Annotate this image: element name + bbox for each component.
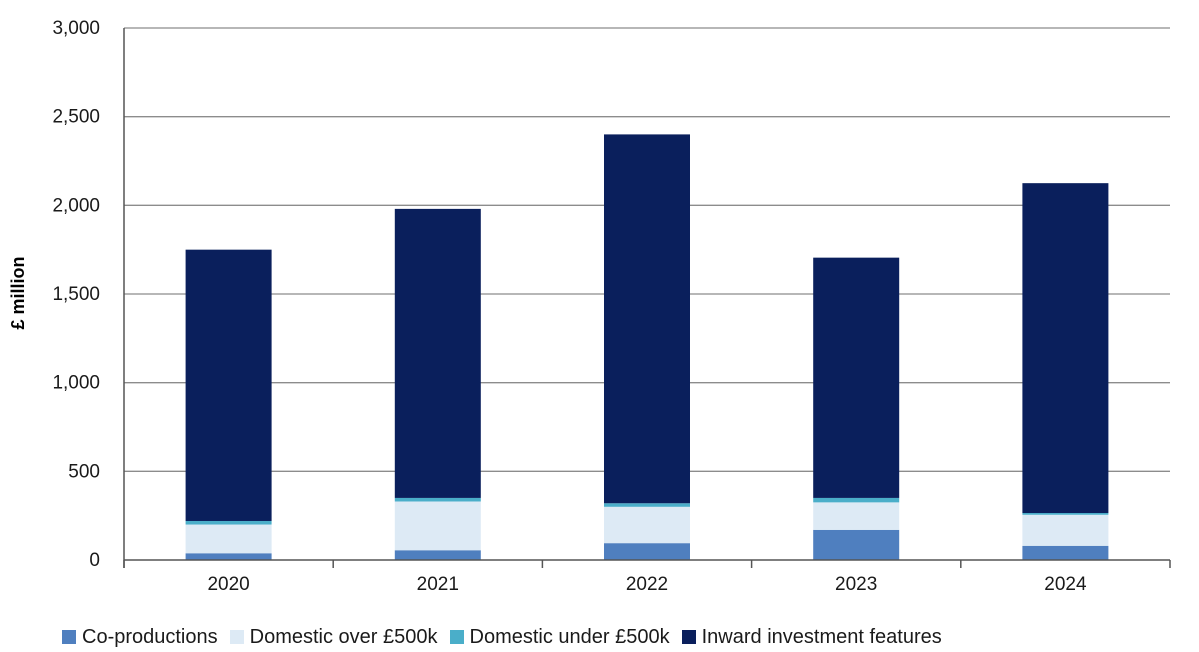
stacked-bar-chart: 0 500 1,000 1,500 2,000 2,500 3,000 2020 2021 20…	[0, 0, 1199, 620]
y-tick-label: 1,000	[52, 373, 100, 394]
x-tick-label: 2020	[207, 574, 249, 595]
legend-label: Co-productions	[82, 626, 218, 649]
y-tick-label: 0	[89, 550, 100, 571]
bar-segment-domestic-under-500k	[395, 498, 481, 502]
bar-segment-domestic-over-500k	[1022, 515, 1108, 546]
legend-item: Inward investment features	[682, 626, 942, 649]
y-axis-label: £ million	[8, 256, 28, 329]
legend-item: Co-productions	[62, 626, 218, 649]
bar-segment-co-productions	[1022, 546, 1108, 560]
legend-label: Inward investment features	[702, 626, 942, 649]
bar-segment-inward-investment-features	[186, 250, 272, 521]
x-tick-label: 2024	[1044, 574, 1087, 595]
legend-item: Domestic over £500k	[230, 626, 438, 649]
legend-label: Domestic over £500k	[250, 626, 438, 649]
bar-segment-co-productions	[813, 530, 899, 560]
bar-segment-co-productions	[395, 550, 481, 560]
bar-segment-inward-investment-features	[1022, 183, 1108, 513]
legend-item: Domestic under £500k	[450, 626, 670, 649]
bar-segment-domestic-over-500k	[604, 507, 690, 543]
bar-segment-co-productions	[604, 543, 690, 560]
bar-segment-domestic-under-500k	[813, 498, 899, 502]
bars	[186, 134, 1109, 560]
bar-segment-inward-investment-features	[813, 258, 899, 498]
y-tick-label: 3,000	[52, 18, 100, 39]
x-tick-label: 2022	[626, 574, 668, 595]
y-tick-label: 500	[68, 461, 100, 482]
bar-segment-domestic-under-500k	[604, 503, 690, 507]
bar-segment-domestic-over-500k	[813, 502, 899, 529]
bar-segment-inward-investment-features	[604, 134, 690, 503]
legend-swatch	[682, 630, 696, 644]
legend-label: Domestic under £500k	[470, 626, 670, 649]
bar-segment-domestic-under-500k	[186, 521, 272, 525]
bar-segment-domestic-under-500k	[1022, 513, 1108, 515]
y-axis-ticks: 0 500 1,000 1,500 2,000 2,500 3,000	[52, 18, 100, 571]
legend-swatch	[230, 630, 244, 644]
legend-swatch	[62, 630, 76, 644]
bar-segment-domestic-over-500k	[186, 525, 272, 554]
y-tick-label: 2,000	[52, 195, 100, 216]
x-tick-label: 2021	[417, 574, 459, 595]
bar-segment-inward-investment-features	[395, 209, 481, 498]
y-tick-label: 2,500	[52, 107, 100, 128]
bar-segment-domestic-over-500k	[395, 501, 481, 550]
y-tick-label: 1,500	[52, 284, 100, 305]
legend: Co-productions Domestic over £500k Domesti…	[62, 622, 954, 652]
legend-swatch	[450, 630, 464, 644]
bar-segment-co-productions	[186, 553, 272, 560]
x-tick-label: 2023	[835, 574, 877, 595]
